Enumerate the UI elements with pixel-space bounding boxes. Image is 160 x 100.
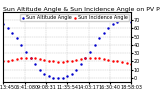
Sun Incidence Angle: [43, 59, 45, 60]
Sun Altitude Angle: [48, 76, 50, 77]
Sun Incidence Angle: [130, 63, 132, 64]
Text: Sun Altitude Angle & Sun Incidence Angle on PV Panels: Sun Altitude Angle & Sun Incidence Angle…: [3, 7, 160, 12]
Sun Incidence Angle: [94, 57, 96, 59]
Sun Incidence Angle: [25, 57, 27, 59]
Sun Incidence Angle: [62, 62, 64, 63]
Sun Altitude Angle: [57, 77, 59, 78]
Sun Altitude Angle: [52, 77, 54, 78]
Sun Altitude Angle: [7, 28, 9, 29]
Sun Altitude Angle: [34, 63, 36, 64]
Sun Incidence Angle: [89, 57, 91, 59]
Sun Altitude Angle: [20, 44, 22, 46]
Sun Altitude Angle: [98, 38, 100, 39]
Sun Incidence Angle: [126, 62, 128, 64]
Line: Sun Altitude Angle: Sun Altitude Angle: [2, 19, 132, 79]
Line: Sun Incidence Angle: Sun Incidence Angle: [2, 57, 132, 65]
Sun Incidence Angle: [80, 58, 82, 60]
Sun Altitude Angle: [43, 73, 45, 74]
Sun Incidence Angle: [116, 61, 118, 62]
Sun Incidence Angle: [30, 57, 32, 59]
Sun Incidence Angle: [2, 61, 4, 62]
Sun Incidence Angle: [11, 59, 13, 60]
Sun Incidence Angle: [75, 59, 77, 60]
Sun Incidence Angle: [52, 61, 54, 62]
Sun Incidence Angle: [48, 60, 50, 61]
Sun Altitude Angle: [107, 28, 109, 29]
Sun Incidence Angle: [7, 60, 9, 61]
Legend: Sun Altitude Angle, Sun Incidence Angle: Sun Altitude Angle, Sun Incidence Angle: [20, 14, 129, 21]
Sun Altitude Angle: [39, 69, 41, 70]
Sun Incidence Angle: [71, 60, 73, 61]
Sun Incidence Angle: [121, 62, 123, 63]
Sun Altitude Angle: [11, 33, 13, 34]
Sun Altitude Angle: [112, 24, 114, 25]
Sun Altitude Angle: [80, 63, 82, 64]
Sun Incidence Angle: [103, 58, 105, 60]
Sun Incidence Angle: [112, 60, 114, 61]
Sun Altitude Angle: [126, 20, 128, 21]
Sun Incidence Angle: [84, 57, 86, 59]
Sun Incidence Angle: [20, 57, 22, 59]
Sun Altitude Angle: [121, 20, 123, 21]
Sun Incidence Angle: [39, 58, 41, 60]
Sun Altitude Angle: [103, 33, 105, 34]
Sun Incidence Angle: [16, 58, 18, 60]
Sun Altitude Angle: [16, 38, 18, 39]
Sun Incidence Angle: [98, 57, 100, 59]
Sun Altitude Angle: [66, 76, 68, 77]
Sun Incidence Angle: [34, 57, 36, 59]
Sun Altitude Angle: [71, 73, 73, 74]
Sun Altitude Angle: [2, 24, 4, 25]
Sun Altitude Angle: [62, 77, 64, 78]
Sun Altitude Angle: [130, 21, 132, 22]
Sun Altitude Angle: [30, 57, 32, 59]
Sun Incidence Angle: [66, 61, 68, 62]
Sun Altitude Angle: [84, 57, 86, 59]
Sun Altitude Angle: [75, 69, 77, 70]
Sun Altitude Angle: [116, 21, 118, 22]
Sun Incidence Angle: [57, 62, 59, 63]
Sun Altitude Angle: [94, 44, 96, 46]
Sun Incidence Angle: [107, 59, 109, 60]
Sun Altitude Angle: [89, 51, 91, 52]
Sun Altitude Angle: [25, 51, 27, 52]
